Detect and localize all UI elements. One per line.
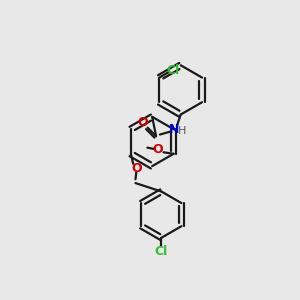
Text: Cl: Cl	[167, 64, 180, 77]
Text: O: O	[153, 143, 164, 156]
Text: O: O	[138, 116, 148, 129]
Text: Cl: Cl	[155, 245, 168, 258]
Text: H: H	[178, 127, 186, 136]
Text: N: N	[169, 123, 179, 136]
Text: O: O	[131, 162, 142, 175]
